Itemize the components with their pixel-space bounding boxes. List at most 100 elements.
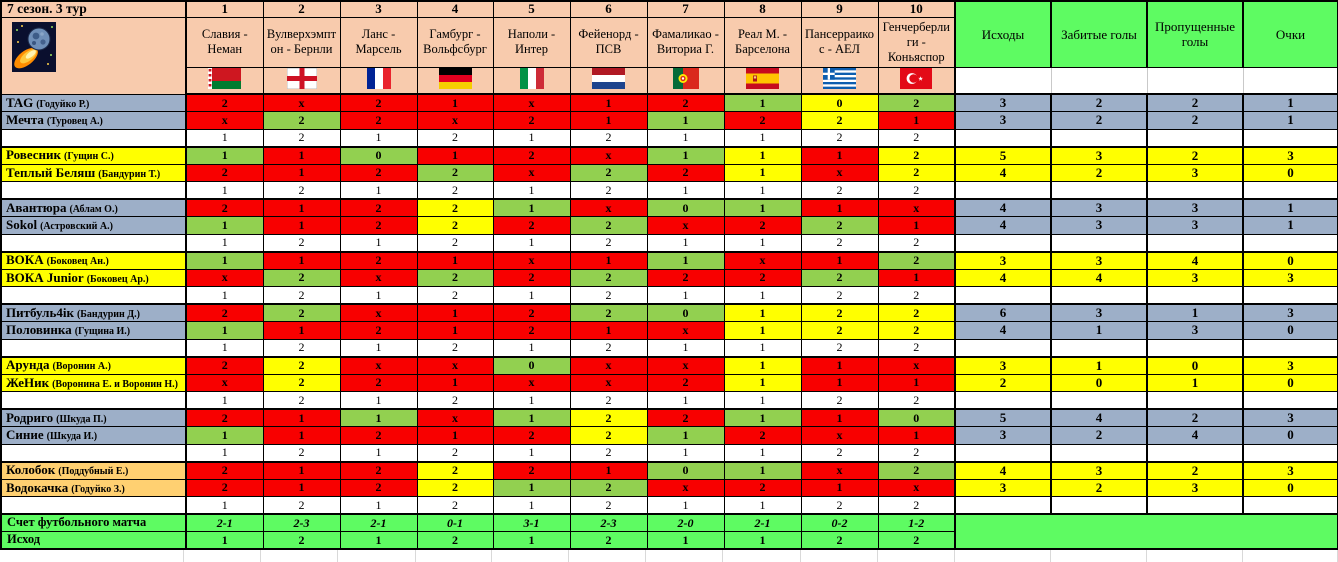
actual-outcome-cell[interactable]: 2 xyxy=(416,443,494,463)
actual-outcome-cell[interactable]: 2 xyxy=(877,391,956,410)
actual-outcome-cell[interactable]: 1 xyxy=(185,286,264,305)
prediction-cell[interactable]: 2 xyxy=(569,268,648,287)
actual-outcome-cell[interactable]: 1 xyxy=(723,233,802,253)
prediction-cell[interactable]: 2 xyxy=(416,198,494,217)
stat-spacer-cell[interactable] xyxy=(1050,233,1148,253)
actual-outcome-cell[interactable]: 2 xyxy=(800,286,879,305)
match-number-cell[interactable]: 6 xyxy=(569,0,648,18)
stat-spacer-cell[interactable] xyxy=(1242,181,1338,200)
prediction-cell[interactable]: 0 xyxy=(339,146,418,165)
stat-cell[interactable]: 1 xyxy=(1242,198,1338,217)
actual-outcome-cell[interactable]: 2 xyxy=(569,286,648,305)
stat-spacer-cell[interactable] xyxy=(954,233,1052,253)
actual-outcome-cell[interactable]: 1 xyxy=(646,391,725,410)
match-score-cell[interactable]: 2-0 xyxy=(646,513,725,532)
prediction-cell[interactable]: 1 xyxy=(416,373,494,392)
prediction-cell[interactable]: 2 xyxy=(877,146,956,165)
stat-cell[interactable]: 3 xyxy=(1146,163,1244,182)
stat-cell[interactable]: 3 xyxy=(1242,303,1338,322)
prediction-cell[interactable]: 2 xyxy=(800,321,879,340)
prediction-cell[interactable]: 2 xyxy=(339,426,418,445)
prediction-cell[interactable]: 1 xyxy=(723,146,802,165)
player-name-cell[interactable]: Питбуль4ік (Бандурин Д.) xyxy=(0,303,187,322)
grid-ghost-cell[interactable] xyxy=(646,550,724,562)
prediction-cell[interactable]: 1 xyxy=(262,426,341,445)
prediction-cell[interactable]: 2 xyxy=(416,478,494,497)
prediction-cell[interactable]: 0 xyxy=(646,303,725,322)
stat-cell[interactable]: 3 xyxy=(954,356,1052,375)
prediction-cell[interactable]: 2 xyxy=(339,251,418,270)
prediction-cell[interactable]: 1 xyxy=(262,216,341,235)
grid-ghost-cell[interactable] xyxy=(492,550,570,562)
actual-outcome-cell[interactable]: 1 xyxy=(492,233,571,253)
prediction-cell[interactable]: 1 xyxy=(262,163,341,182)
prediction-cell[interactable]: 1 xyxy=(416,303,494,322)
actual-outcome-cell[interactable]: 1 xyxy=(339,338,418,358)
prediction-cell[interactable]: 1 xyxy=(569,111,648,130)
prediction-cell[interactable]: 0 xyxy=(646,198,725,217)
actual-outcome-cell[interactable]: 1 xyxy=(185,181,264,200)
actual-outcome-cell[interactable]: 2 xyxy=(877,496,956,515)
actual-outcome-cell[interactable]: 2 xyxy=(416,233,494,253)
prediction-cell[interactable]: 2 xyxy=(492,111,571,130)
prediction-cell[interactable]: 2 xyxy=(492,216,571,235)
grid-ghost-cell[interactable] xyxy=(184,550,262,562)
prediction-cell[interactable]: х xyxy=(646,478,725,497)
player-name-cell[interactable]: Синие (Шкуда И.) xyxy=(0,426,187,445)
prediction-cell[interactable]: х xyxy=(262,93,341,112)
prediction-cell[interactable]: 1 xyxy=(800,373,879,392)
stat-spacer-cell[interactable] xyxy=(954,443,1052,463)
match-number-cell[interactable]: 10 xyxy=(877,0,956,18)
stat-cell[interactable]: 3 xyxy=(954,478,1052,497)
prediction-cell[interactable]: 1 xyxy=(723,163,802,182)
prediction-cell[interactable]: 1 xyxy=(723,356,802,375)
stat-cell[interactable]: 4 xyxy=(954,216,1052,235)
stat-cell[interactable]: 2 xyxy=(954,373,1052,392)
prediction-cell[interactable]: 1 xyxy=(262,408,341,427)
prediction-cell[interactable]: 2 xyxy=(569,478,648,497)
stat-cell[interactable]: 3 xyxy=(1146,268,1244,287)
prediction-cell[interactable]: 1 xyxy=(877,426,956,445)
stat-cell[interactable]: 4 xyxy=(954,461,1052,480)
prediction-cell[interactable]: 0 xyxy=(646,461,725,480)
match-score-cell[interactable]: 0-1 xyxy=(416,513,494,532)
actual-outcome-cell[interactable]: 1 xyxy=(723,496,802,515)
actual-outcome-cell[interactable]: 2 xyxy=(569,391,648,410)
prediction-cell[interactable]: 2 xyxy=(339,478,418,497)
match-outcome-cell[interactable]: 2 xyxy=(416,531,494,550)
prediction-cell[interactable]: х xyxy=(646,356,725,375)
prediction-cell[interactable]: 1 xyxy=(723,408,802,427)
prediction-cell[interactable]: 2 xyxy=(262,268,341,287)
prediction-cell[interactable]: 1 xyxy=(339,408,418,427)
stat-spacer-cell[interactable] xyxy=(1050,128,1148,148)
actual-outcome-cell[interactable]: 2 xyxy=(877,128,956,148)
stat-cell[interactable]: 2 xyxy=(1146,111,1244,130)
stat-cell[interactable]: 2 xyxy=(1050,478,1148,497)
stat-cell[interactable]: 1 xyxy=(1242,93,1338,112)
prediction-cell[interactable]: 2 xyxy=(800,216,879,235)
actual-outcome-cell[interactable]: 1 xyxy=(723,391,802,410)
stat-spacer-cell[interactable] xyxy=(954,496,1052,515)
match-number-cell[interactable]: 7 xyxy=(646,0,725,18)
prediction-cell[interactable]: 2 xyxy=(877,303,956,322)
prediction-cell[interactable]: 1 xyxy=(492,408,571,427)
stat-spacer-cell[interactable] xyxy=(1242,338,1338,358)
actual-outcome-cell[interactable]: 1 xyxy=(646,338,725,358)
actual-outcome-cell[interactable]: 1 xyxy=(646,496,725,515)
stat-cell[interactable]: 1 xyxy=(1050,356,1148,375)
prediction-cell[interactable]: 2 xyxy=(185,356,264,375)
actual-outcome-cell[interactable]: 2 xyxy=(877,338,956,358)
actual-outcome-cell[interactable]: 2 xyxy=(262,128,341,148)
prediction-cell[interactable]: 2 xyxy=(492,268,571,287)
actual-outcome-cell[interactable]: 2 xyxy=(416,128,494,148)
prediction-cell[interactable]: 1 xyxy=(569,321,648,340)
grid-ghost-cell[interactable] xyxy=(1147,550,1243,562)
stat-cell[interactable]: 3 xyxy=(1050,303,1148,322)
stat-spacer-cell[interactable] xyxy=(954,181,1052,200)
actual-outcome-cell[interactable]: 2 xyxy=(877,286,956,305)
prediction-cell[interactable]: х xyxy=(185,111,264,130)
stat-spacer-cell[interactable] xyxy=(1146,181,1244,200)
stat-cell[interactable]: 6 xyxy=(954,303,1052,322)
prediction-cell[interactable]: 2 xyxy=(569,408,648,427)
stat-cell[interactable]: 3 xyxy=(1050,216,1148,235)
